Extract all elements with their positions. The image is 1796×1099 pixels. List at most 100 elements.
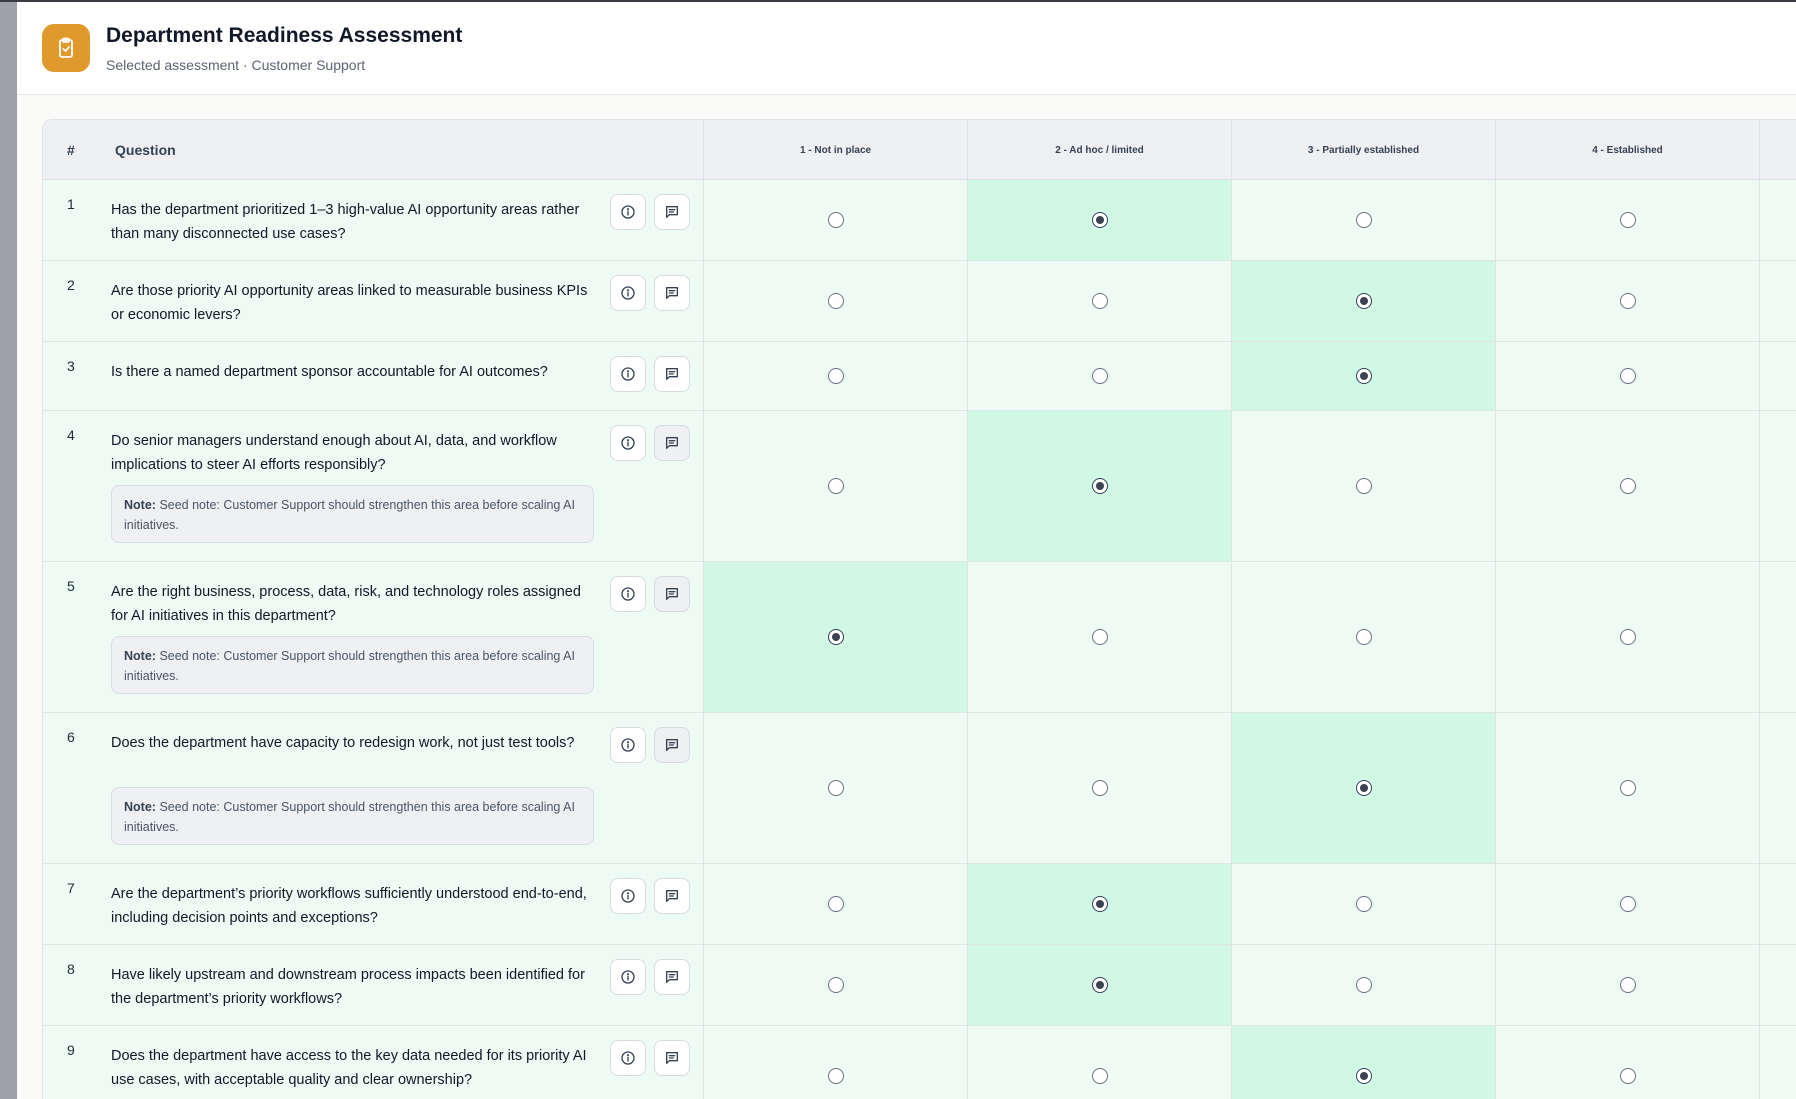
level-1-radio[interactable] (827, 368, 844, 384)
info-icon (621, 205, 635, 219)
level-4-cell (1495, 713, 1759, 863)
level-4-radio[interactable] (1619, 977, 1636, 993)
level-4-radio[interactable] (1619, 293, 1636, 309)
background-strip (0, 2, 17, 1099)
level-3-cell (1231, 864, 1495, 944)
level-4-radio[interactable] (1619, 478, 1636, 494)
level-1-radio[interactable] (827, 896, 844, 912)
level-4-radio[interactable] (1619, 896, 1636, 912)
question-text: Are those priority AI opportunity areas … (111, 283, 588, 323)
level-3-radio[interactable] (1355, 1067, 1372, 1084)
question-cell: 4 Do senior managers understand enough ab… (43, 411, 703, 561)
info-button[interactable] (610, 194, 646, 230)
level-4-cell (1495, 945, 1759, 1025)
level-3-radio[interactable] (1355, 478, 1372, 494)
table-row: 4 Do senior managers understand enough ab… (43, 411, 1796, 562)
question-text: Do senior managers understand enough abo… (111, 433, 557, 473)
level-2-radio[interactable] (1091, 293, 1108, 309)
table-row: 1 Has the department prioritized 1–3 high… (43, 180, 1796, 261)
question-text: Are the department’s priority workflows … (111, 886, 587, 926)
message-square-icon (666, 971, 678, 983)
level-4-cell (1495, 261, 1759, 341)
table-row: 7 Are the department’s priority workflows… (43, 864, 1796, 945)
level-3-radio[interactable] (1355, 977, 1372, 993)
level-1-cell (703, 1026, 967, 1099)
level-2-radio[interactable] (1091, 212, 1108, 228)
info-button[interactable] (610, 727, 646, 763)
note-button[interactable] (654, 194, 690, 230)
level-3-radio[interactable] (1355, 896, 1372, 912)
level-2-cell (967, 411, 1231, 561)
level-3-radio[interactable] (1355, 212, 1372, 228)
level-4-cell (1495, 180, 1759, 260)
level-1-cell (703, 180, 967, 260)
level-2-radio[interactable] (1091, 368, 1108, 384)
table-row: 5 Are the right business, process, data, … (43, 562, 1796, 713)
info-button[interactable] (610, 878, 646, 914)
message-square-icon (666, 206, 678, 218)
question-note: Note: Seed note: Customer Support should… (111, 787, 594, 845)
note-button[interactable] (654, 356, 690, 392)
level-2-radio[interactable] (1091, 478, 1108, 494)
level-5-cell (1759, 411, 1796, 561)
note-button[interactable] (654, 959, 690, 995)
note-button[interactable] (654, 275, 690, 311)
level-2-radio[interactable] (1091, 780, 1108, 796)
level-2-radio[interactable] (1091, 1067, 1108, 1084)
question-number: 7 (67, 880, 75, 896)
level-3-radio[interactable] (1355, 368, 1372, 384)
level-5-cell (1759, 945, 1796, 1025)
level-1-radio[interactable] (827, 212, 844, 228)
level-3-radio[interactable] (1355, 629, 1372, 645)
info-button[interactable] (610, 356, 646, 392)
question-number: 2 (67, 277, 75, 293)
level-1-radio[interactable] (827, 1067, 844, 1084)
level-4-radio[interactable] (1619, 780, 1636, 796)
question-text: Does the department have access to the k… (111, 1048, 587, 1088)
level-3-cell (1231, 1026, 1495, 1099)
note-label: Note: (124, 649, 156, 663)
info-icon (621, 889, 635, 903)
table-header: # Question 1 - Not in place 2 - Ad hoc /… (43, 120, 1796, 180)
level-4-cell (1495, 562, 1759, 712)
level-4-radio[interactable] (1619, 212, 1636, 228)
note-button[interactable] (654, 425, 690, 461)
level-4-cell (1495, 864, 1759, 944)
message-square-icon (666, 287, 678, 299)
note-button[interactable] (654, 878, 690, 914)
level-1-radio[interactable] (827, 780, 844, 796)
level-4-radio[interactable] (1619, 629, 1636, 645)
question-number: 9 (67, 1042, 75, 1058)
info-button[interactable] (610, 1040, 646, 1076)
level-1-radio[interactable] (827, 977, 844, 993)
level-3-radio[interactable] (1355, 293, 1372, 309)
level-2-radio[interactable] (1091, 977, 1108, 993)
note-button[interactable] (654, 576, 690, 612)
info-button[interactable] (610, 576, 646, 612)
level-4-radio[interactable] (1619, 1067, 1636, 1084)
info-icon (621, 367, 635, 381)
note-button[interactable] (654, 727, 690, 763)
assessment-panel: Department Readiness Assessment Selected… (17, 2, 1796, 1099)
question-text: Have likely upstream and downstream proc… (111, 967, 585, 1007)
level-2-radio[interactable] (1091, 629, 1108, 645)
table-row: 9 Does the department have access to the … (43, 1026, 1796, 1099)
question-number: 3 (67, 358, 75, 374)
info-button[interactable] (610, 425, 646, 461)
note-text: Seed note: Customer Support should stren… (124, 800, 575, 834)
note-text: Seed note: Customer Support should stren… (124, 649, 575, 683)
level-4-radio[interactable] (1619, 368, 1636, 384)
note-text: Seed note: Customer Support should stren… (124, 498, 575, 532)
info-button[interactable] (610, 275, 646, 311)
note-button[interactable] (654, 1040, 690, 1076)
info-icon (621, 970, 635, 984)
info-icon (621, 1051, 635, 1065)
level-1-radio[interactable] (827, 293, 844, 309)
level-2-cell (967, 713, 1231, 863)
message-square-icon (666, 739, 678, 751)
level-3-radio[interactable] (1355, 780, 1372, 796)
info-button[interactable] (610, 959, 646, 995)
level-1-radio[interactable] (827, 629, 844, 645)
level-2-radio[interactable] (1091, 896, 1108, 912)
level-1-radio[interactable] (827, 478, 844, 494)
